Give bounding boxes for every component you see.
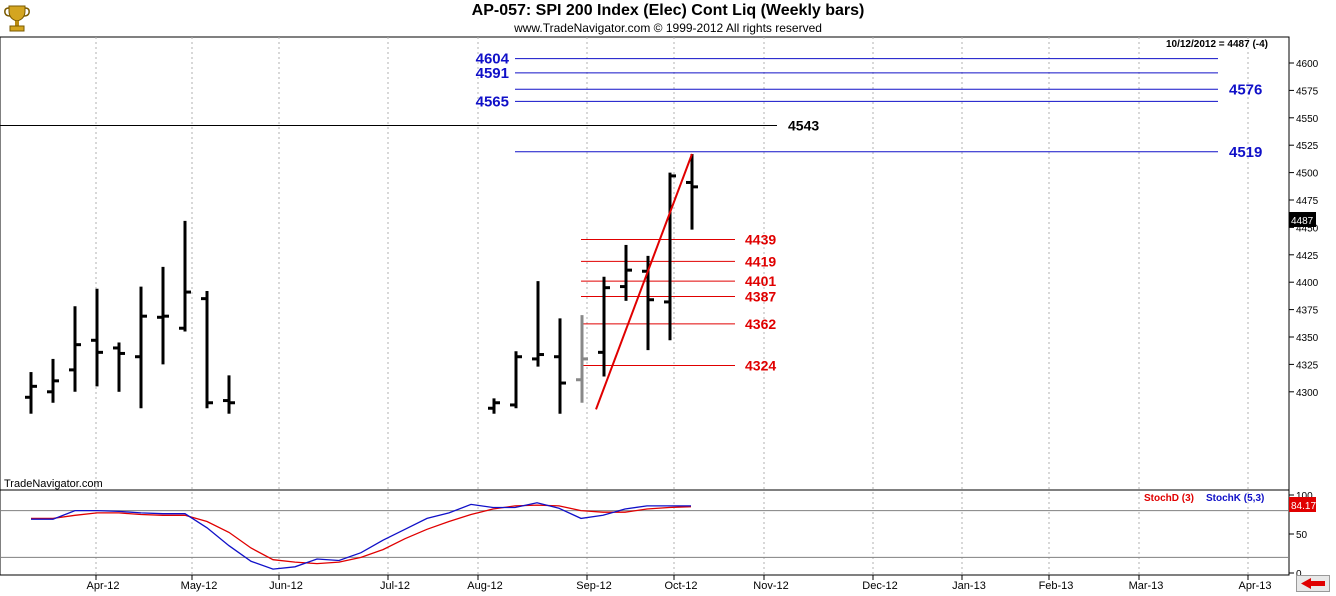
- last-quote: 10/12/2012 = 4487 (-4): [1166, 39, 1268, 50]
- x-tick-label: Jul-12: [380, 580, 410, 592]
- red-level-label: 4387: [745, 288, 776, 304]
- blue-level-label: 4576: [1229, 81, 1262, 98]
- red-level-label: 4324: [745, 357, 776, 373]
- y-tick-label: 4375: [1296, 306, 1319, 317]
- x-tick-label: Jan-13: [952, 580, 986, 592]
- red-trend-line: [595, 153, 693, 410]
- x-tick-label: Jun-12: [269, 580, 303, 592]
- price-bars: [25, 153, 698, 414]
- x-tick-label: Nov-12: [753, 580, 788, 592]
- red-level-label: 4439: [745, 231, 776, 247]
- y-tick-label: 4600: [1296, 59, 1319, 70]
- x-tick-label: Oct-12: [664, 580, 697, 592]
- x-tick-label: Apr-12: [86, 580, 119, 592]
- y-tick-label: 4300: [1296, 388, 1319, 399]
- y-tick-label: 4450: [1296, 223, 1319, 234]
- blue-level-label: 4519: [1229, 144, 1262, 161]
- chart-subtitle: www.TradeNavigator.com © 1999-2012 All r…: [514, 21, 822, 35]
- stoch-d-line: [31, 504, 692, 565]
- y-axis-area: [1289, 37, 1336, 575]
- price-axis-ticks: 4300 4325 4350 4375 4400 4425 4450 4475 4500 4525…: [1289, 59, 1319, 399]
- red-level-label: 4419: [745, 253, 776, 269]
- y-tick-label: 4475: [1296, 196, 1319, 207]
- date-axis: Apr-12 May-12 Jun-12 Jul-12 Aug-12 Sep-12 Oct-…: [86, 575, 1272, 592]
- chart-title: AP-057: SPI 200 Index (Elec) Cont Liq (W…: [471, 2, 865, 19]
- x-tick-label: Aug-12: [467, 580, 502, 592]
- y-tick-label: 4550: [1296, 114, 1319, 125]
- y-tick-label: 4575: [1296, 86, 1319, 97]
- legend-stoch-d: StochD (3): [1144, 493, 1194, 504]
- watermark: TradeNavigator.com: [4, 478, 103, 490]
- blue-level-label: 4591: [476, 65, 509, 82]
- trend-line: [595, 153, 693, 410]
- price-panel-frame: [0, 36, 1290, 491]
- stoch-k-line: [31, 502, 691, 570]
- y-tick-label: 4525: [1296, 141, 1319, 152]
- stoch-marker: 84.17: [1291, 501, 1316, 512]
- red-level-label: 4401: [745, 273, 776, 289]
- y-tick-label: 4325: [1296, 360, 1319, 371]
- price-marker: 4487: [1291, 216, 1314, 227]
- trophy-logo-icon: [4, 5, 30, 32]
- stoch-panel-frame: [0, 489, 1290, 576]
- x-tick-label: Dec-12: [862, 580, 897, 592]
- stoch-marker-box: [1289, 497, 1316, 512]
- price-marker-box: [1289, 212, 1316, 227]
- stoch-y-tick-label: 50: [1296, 530, 1308, 541]
- stochastic-panel: 100 50 0 StochD (3) StochK (5,3): [0, 491, 1313, 580]
- scroll-left-button[interactable]: [1296, 575, 1330, 592]
- stoch-y-tick-label: 0: [1296, 569, 1302, 580]
- x-tick-label: May-12: [181, 580, 218, 592]
- x-tick-label: Mar-13: [1129, 580, 1164, 592]
- y-tick-label: 4350: [1296, 333, 1319, 344]
- stoch-y-tick-label: 100: [1296, 491, 1313, 502]
- x-tick-label: Feb-13: [1039, 580, 1074, 592]
- arrow-left-icon: [1301, 578, 1325, 589]
- x-tick-label: Apr-13: [1238, 580, 1271, 592]
- red-level-label: 4362: [745, 316, 776, 332]
- x-tick-label: Sep-12: [576, 580, 611, 592]
- y-tick-label: 4500: [1296, 169, 1319, 180]
- black-level-label: 4543: [788, 117, 819, 133]
- blue-level-label: 4565: [476, 93, 509, 110]
- y-tick-label: 4400: [1296, 278, 1319, 289]
- y-tick-label: 4425: [1296, 251, 1319, 262]
- blue-level-label: 4604: [476, 51, 510, 68]
- legend-stoch-k: StochK (5,3): [1206, 493, 1264, 504]
